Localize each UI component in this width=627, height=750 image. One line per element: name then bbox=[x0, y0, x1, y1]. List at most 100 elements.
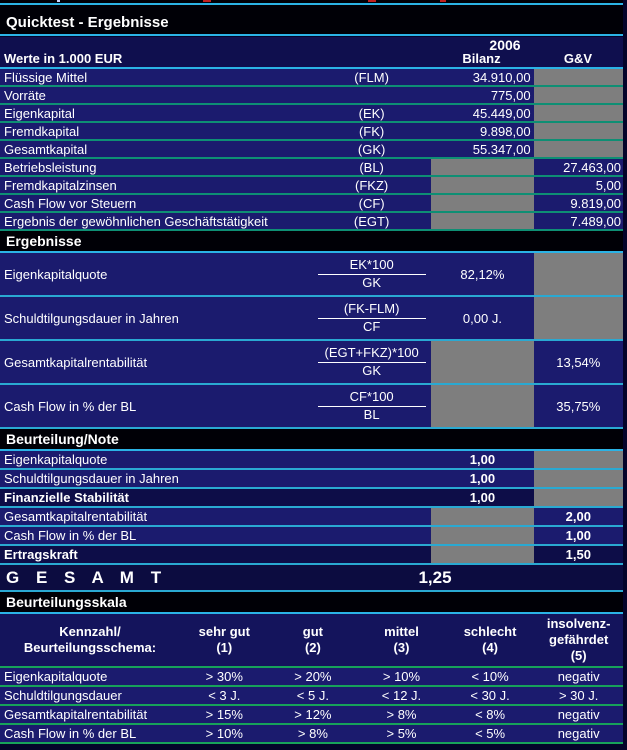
scale-cell: > 10% bbox=[205, 726, 243, 741]
total-row: G E S A M T 1,25 bbox=[0, 565, 623, 592]
scale-cell: < 5% bbox=[475, 726, 506, 741]
gv-value-cell[interactable]: 7.489,00 bbox=[570, 213, 622, 229]
scale-cell: > 20% bbox=[294, 669, 332, 684]
ratio-value-cell[interactable]: 35,75% bbox=[556, 398, 601, 414]
fraction-numerator: (EGT+FKZ)*100 bbox=[317, 345, 426, 363]
row-label: Vorräte bbox=[4, 87, 46, 103]
row-code: (EK) bbox=[358, 105, 385, 121]
year-header: 2006 bbox=[489, 37, 521, 53]
ratio-row: Gesamtkapitalrentabilität (EGT+FKZ)*100 … bbox=[0, 341, 623, 385]
row-label: Finanzielle Stabilität bbox=[4, 490, 129, 505]
row-label: Schuldtilgungsdauer in Jahren bbox=[4, 471, 179, 486]
blocked-cell bbox=[431, 527, 534, 544]
scale-cell: < 8% bbox=[475, 707, 506, 722]
scale-cell: negativ bbox=[557, 726, 600, 741]
row-code: (GK) bbox=[357, 141, 386, 157]
blocked-cell bbox=[533, 451, 623, 468]
row-label: Fremdkapital bbox=[4, 123, 80, 139]
scale-col-header-1: sehr gut (1) bbox=[198, 623, 250, 655]
bilanz-value-cell[interactable]: 9.898,00 bbox=[479, 123, 531, 139]
fraction: EK*100 GK bbox=[312, 257, 431, 291]
row-label: Gesamtkapitalrentabilität bbox=[4, 707, 148, 722]
row-label: Gesamtkapital bbox=[4, 141, 88, 157]
blocked-cell bbox=[431, 177, 534, 193]
bilanz-value-cell[interactable]: 55.347,00 bbox=[472, 141, 531, 157]
row-code: (FK) bbox=[358, 123, 385, 139]
blocked-cell bbox=[431, 213, 534, 229]
blocked-cell bbox=[431, 159, 534, 175]
fraction: (FK-FLM) CF bbox=[312, 301, 431, 335]
scale-cell: < 5 J. bbox=[296, 688, 329, 703]
blocked-cell bbox=[431, 546, 534, 563]
fraction-numerator: EK*100 bbox=[317, 257, 426, 275]
fraction: (EGT+FKZ)*100 GK bbox=[312, 345, 431, 379]
scale-cell: < 10% bbox=[471, 669, 509, 684]
scale-col-header-4: schlecht (4) bbox=[463, 623, 517, 655]
ratio-row: Schuldtilgungsdauer in Jahren (FK-FLM) C… bbox=[0, 297, 624, 341]
fraction-denominator: BL bbox=[363, 406, 380, 422]
table-row: Fremdkapital (FK) 9.898,00 bbox=[0, 123, 624, 141]
note-value-cell[interactable]: 1,00 bbox=[469, 490, 496, 505]
bilanz-value-cell[interactable]: 45.449,00 bbox=[472, 105, 531, 121]
section-title: Beurteilung/Note bbox=[6, 431, 119, 447]
row-label: Fremdkapitalzinsen bbox=[4, 177, 117, 193]
scale-cell: > 30 J. bbox=[558, 688, 599, 703]
fraction-denominator: GK bbox=[362, 274, 382, 290]
divider bbox=[0, 449, 623, 451]
total-value: 1,25 bbox=[418, 567, 452, 587]
scale-row: Gesamtkapitalrentabilität > 15% > 12% > … bbox=[0, 706, 623, 725]
gv-value-cell[interactable]: 27.463,00 bbox=[563, 159, 622, 175]
table-row: Betriebsleistung (BL) 27.463,00 bbox=[0, 159, 623, 177]
row-label: Gesamtkapitalrentabilität bbox=[4, 509, 148, 524]
scale-cell: > 8% bbox=[297, 726, 328, 741]
fraction-denominator: CF bbox=[362, 318, 381, 334]
note-value-cell[interactable]: 2,00 bbox=[565, 509, 591, 524]
scale-col-header-2: gut (2) bbox=[302, 623, 323, 655]
note-row: Eigenkapitalquote 1,00 bbox=[0, 451, 623, 470]
blocked-cell bbox=[533, 105, 624, 121]
ratio-value-cell[interactable]: 0,00 J. bbox=[462, 310, 502, 326]
row-code: (EGT) bbox=[353, 213, 390, 229]
table-row: Fremdkapitalzinsen (FKZ) 5,00 bbox=[0, 177, 623, 195]
table-row: Gesamtkapital (GK) 55.347,00 bbox=[0, 141, 624, 159]
section-header-ergebnisse: Ergebnisse bbox=[0, 231, 623, 251]
scale-col-header-3: mittel (3) bbox=[384, 623, 419, 655]
row-label: Schuldtilgungsdauer in Jahren bbox=[4, 310, 179, 326]
scale-row: Cash Flow in % der BL > 10% > 8% > 5% < … bbox=[0, 725, 623, 744]
blocked-cell bbox=[431, 508, 534, 525]
table-row: Eigenkapital (EK) 45.449,00 bbox=[0, 105, 624, 123]
row-code: (FKZ) bbox=[355, 177, 389, 193]
blocked-cell bbox=[431, 341, 534, 383]
row-label: Schuldtilgungsdauer bbox=[4, 688, 122, 703]
note-value-cell[interactable]: 1,00 bbox=[565, 528, 591, 543]
scale-cell: > 15% bbox=[205, 707, 243, 722]
ratio-value-cell[interactable]: 82,12% bbox=[460, 266, 505, 282]
top-artifact-red-3 bbox=[440, 0, 446, 2]
fraction: CF*100 BL bbox=[312, 389, 431, 423]
top-artifact-red-1 bbox=[203, 0, 211, 2]
note-value-cell[interactable]: 1,50 bbox=[565, 547, 591, 562]
note-row: Gesamtkapitalrentabilität 2,00 bbox=[0, 508, 623, 527]
row-code: (CF) bbox=[358, 195, 385, 211]
row-label: Cash Flow in % der BL bbox=[4, 528, 137, 543]
blocked-cell bbox=[533, 141, 624, 157]
row-label: Eigenkapitalquote bbox=[4, 669, 108, 684]
scale-cell: < 3 J. bbox=[208, 688, 241, 703]
scale-cell: negativ bbox=[557, 669, 600, 684]
note-value-cell[interactable]: 1,00 bbox=[469, 471, 496, 486]
scale-corner-header: Kennzahl/ Beurteilungsschema: bbox=[23, 623, 157, 655]
blocked-cell bbox=[533, 253, 624, 295]
gv-value-cell[interactable]: 9.819,00 bbox=[570, 195, 622, 211]
bilanz-value-cell[interactable]: 775,00 bbox=[490, 87, 531, 103]
note-value-cell[interactable]: 1,00 bbox=[469, 452, 496, 467]
fraction-numerator: (FK-FLM) bbox=[317, 301, 426, 319]
column-header-block: 2006 Werte in 1.000 EUR Bilanz G&V bbox=[0, 37, 623, 67]
title-bar: Quicktest - Ergebnisse bbox=[0, 10, 623, 34]
scale-col-header-5: insolvenz- gefährdet (5) bbox=[546, 615, 611, 664]
section-title: Beurteilungsskala bbox=[6, 594, 127, 610]
row-label: Eigenkapital bbox=[4, 105, 75, 121]
ratio-value-cell[interactable]: 13,54% bbox=[556, 354, 601, 370]
bilanz-value-cell[interactable]: 34.910,00 bbox=[472, 69, 531, 85]
gv-value-cell[interactable]: 5,00 bbox=[595, 177, 622, 193]
blocked-cell bbox=[431, 385, 534, 427]
